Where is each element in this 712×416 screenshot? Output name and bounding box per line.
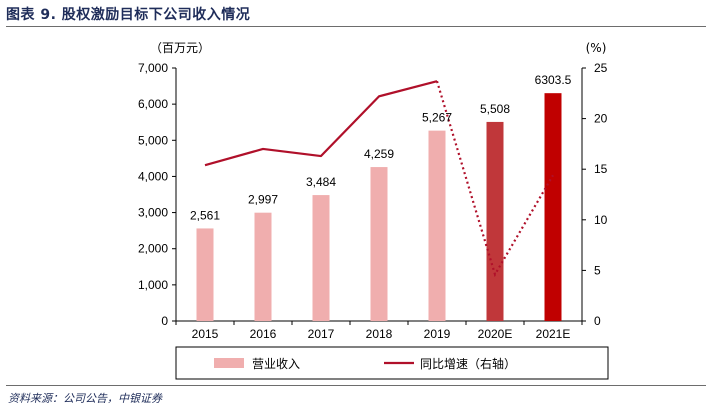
x-tick-label: 2015 xyxy=(192,327,219,341)
y-left-tick-label: 2,000 xyxy=(138,242,168,256)
source-note: 资料来源：公司公告，中银证券 xyxy=(8,392,162,405)
y-left-tick-label: 4,000 xyxy=(138,169,168,183)
bar xyxy=(312,195,330,321)
legend-bar-label: 营业收入 xyxy=(252,357,300,371)
chart-legend: 营业收入 同比增速（右轴） xyxy=(175,346,609,380)
bar xyxy=(428,130,446,321)
bar-value-label: 6303.5 xyxy=(535,73,572,87)
bar xyxy=(486,121,504,321)
y-right-tick-label: 25 xyxy=(594,61,608,75)
bar-value-label: 2,997 xyxy=(248,193,278,207)
title-divider xyxy=(6,26,706,27)
y-left-tick-label: 6,000 xyxy=(138,97,168,111)
bar-value-label: 3,484 xyxy=(306,175,336,189)
bar-value-label: 5,267 xyxy=(422,111,452,125)
line-solid-segment xyxy=(204,80,438,167)
bar-value-label: 2,561 xyxy=(190,208,220,222)
y-right-tick-label: 0 xyxy=(594,314,601,328)
source-divider xyxy=(6,385,706,386)
bar xyxy=(254,212,272,321)
y-left-tick-label: 7,000 xyxy=(138,61,168,75)
bar xyxy=(370,167,388,321)
y-right-tick-label: 20 xyxy=(594,112,608,126)
y-left-tick-label: 5,000 xyxy=(138,133,168,147)
page-title: 图表 9. 股权激励目标下公司收入情况 xyxy=(6,7,251,23)
line-series xyxy=(204,80,554,278)
y-left-tick-label: 0 xyxy=(161,314,168,328)
y-right-unit-label: (%) xyxy=(586,41,607,55)
legend-line-label: 同比增速（右轴） xyxy=(420,356,516,371)
bar xyxy=(196,228,214,321)
y-left-tick-label: 1,000 xyxy=(138,278,168,292)
bar-series xyxy=(196,93,562,322)
bar xyxy=(544,93,562,322)
data-labels: 2,561 2,997 3,484 4,259 5,267 5,508 6303.5 xyxy=(190,73,572,222)
x-tick-label: 2019 xyxy=(424,327,451,341)
x-tick-label: 2021E xyxy=(536,327,571,341)
x-tick-label: 2020E xyxy=(478,327,513,341)
x-tick-label: 2018 xyxy=(366,327,393,341)
y-left-tick-label: 3,000 xyxy=(138,206,168,220)
bar-value-label: 5,508 xyxy=(480,102,510,116)
y-right-tick-label: 10 xyxy=(594,213,608,227)
bar-value-label: 4,259 xyxy=(364,147,394,161)
x-tick-label: 2016 xyxy=(250,327,277,341)
chart-axes: 0 1,000 2,000 3,000 4,000 5,000 6,000 7,000 0 5 10… xyxy=(138,41,608,341)
x-tick-label: 2017 xyxy=(308,327,335,341)
legend-bar-swatch xyxy=(214,358,244,368)
y-right-tick-label: 15 xyxy=(594,162,608,176)
y-left-unit-label: （百万元） xyxy=(150,41,210,55)
legend-box xyxy=(175,346,609,380)
y-right-tick-label: 5 xyxy=(594,263,601,277)
